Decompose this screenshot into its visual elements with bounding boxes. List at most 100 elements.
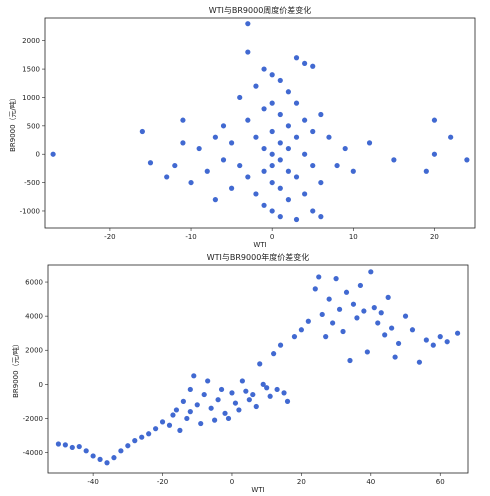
x-tick-label: 40 (366, 478, 375, 486)
data-point (153, 426, 159, 432)
data-point (147, 160, 154, 166)
data-point (166, 422, 173, 428)
data-point (285, 89, 291, 95)
data-point (269, 151, 275, 157)
data-point (305, 318, 311, 324)
data-point (277, 342, 284, 348)
data-point (318, 179, 324, 186)
y-tick: 2000 (25, 347, 48, 355)
x-tick: 10 (349, 228, 358, 241)
y-tick: 1000 (22, 94, 45, 102)
data-point (277, 140, 283, 146)
data-point (50, 151, 56, 157)
data-point (246, 397, 252, 403)
data-point (323, 334, 329, 340)
x-tick: 20 (430, 228, 439, 241)
data-point (261, 66, 267, 72)
data-point (293, 55, 300, 61)
data-point (389, 325, 395, 331)
x-tick-label: 20 (430, 233, 439, 241)
data-point (69, 444, 75, 451)
y-tick: -1000 (20, 207, 45, 215)
x-tick-label: 10 (349, 233, 358, 241)
data-point (111, 455, 117, 461)
data-point (180, 140, 186, 146)
data-point (188, 179, 194, 186)
data-point (243, 388, 249, 394)
data-point (260, 381, 266, 387)
y-tick-label: 0 (39, 381, 43, 389)
data-point (431, 151, 438, 157)
data-point (225, 415, 232, 422)
y-tick: 2000 (22, 37, 45, 45)
x-tick: 20 (297, 473, 306, 486)
data-point (125, 443, 131, 449)
data-point (269, 162, 275, 169)
x-tick-label: 20 (297, 478, 306, 486)
data-point (212, 197, 218, 203)
data-point (285, 123, 291, 129)
data-point (62, 442, 68, 448)
data-point (318, 111, 324, 118)
x-tick: -40 (87, 473, 99, 486)
data-point (354, 315, 360, 321)
data-point (378, 310, 384, 316)
data-point (204, 168, 210, 174)
data-point (277, 157, 283, 163)
y-tick: 4000 (25, 313, 48, 321)
chart-title: WTI与BR9000周度价差变化 (209, 5, 312, 15)
data-point (423, 168, 429, 174)
data-point (187, 409, 193, 415)
y-tick-label: 2000 (22, 37, 40, 45)
plot-frame (47, 264, 469, 474)
data-point (366, 140, 373, 146)
x-axis-label: WTI (251, 486, 264, 494)
data-point (285, 197, 291, 203)
data-point (392, 354, 398, 360)
data-point (173, 407, 180, 413)
data-point (198, 420, 204, 427)
data-point (239, 378, 245, 384)
x-tick-label: -20 (104, 233, 115, 241)
data-point (257, 361, 263, 367)
data-point (269, 128, 275, 135)
plot-frame (44, 17, 476, 229)
data-point (281, 390, 287, 396)
data-point (285, 145, 291, 152)
data-point (302, 191, 308, 197)
x-tick-label: 0 (230, 478, 234, 486)
data-point (208, 405, 214, 411)
data-point (284, 398, 291, 404)
data-point (261, 106, 267, 112)
data-point (269, 72, 275, 78)
data-point (454, 330, 461, 336)
data-point (55, 441, 62, 447)
y-tick: 500 (27, 122, 45, 130)
x-tick-label: -20 (157, 478, 168, 486)
x-tick: 0 (230, 473, 234, 486)
scatter-points (50, 21, 470, 223)
data-point (357, 282, 363, 289)
y-tick-label: 1000 (22, 94, 40, 102)
data-point (293, 134, 300, 140)
y-tick-label: -4000 (23, 449, 43, 457)
data-point (395, 340, 402, 347)
data-point (334, 162, 340, 169)
data-point (83, 448, 89, 454)
chart-2: WTI与BR9000年度价差变化 WTI BR9000（元/吨） -40 -20 0 20 4… (11, 252, 469, 494)
data-point (139, 128, 145, 135)
data-point (215, 397, 221, 403)
data-point (342, 145, 348, 152)
chart-title: WTI与BR9000年度价差变化 (207, 252, 310, 262)
y-tick-label: 0 (36, 151, 40, 159)
data-point (253, 83, 259, 89)
data-point (333, 276, 339, 282)
data-point (385, 294, 391, 300)
data-point (340, 328, 346, 335)
data-point (293, 100, 300, 106)
data-point (220, 123, 227, 129)
data-point (277, 185, 283, 191)
data-point (291, 334, 298, 340)
y-tick: -500 (24, 179, 45, 187)
